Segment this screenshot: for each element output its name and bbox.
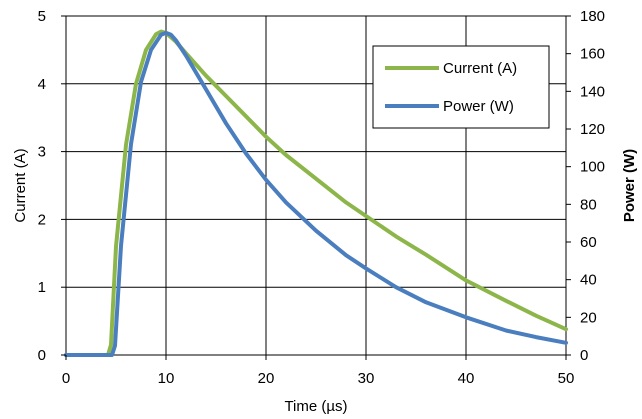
- y2-tick-label: 100: [580, 159, 605, 176]
- plot-area-frame: [65, 15, 567, 356]
- x-axis-title: Time (µs): [284, 398, 347, 415]
- x-tick-label: 40: [458, 370, 475, 387]
- x-tick-label: 30: [358, 370, 375, 387]
- y-tick-label: 3: [38, 144, 46, 161]
- y-axis-title: Current (A): [12, 148, 29, 222]
- series-line-power: [64, 30, 568, 357]
- y-tick-label: 2: [38, 211, 46, 228]
- legend: Current (A) Power (W): [372, 45, 550, 129]
- y2-axis-title: Power (W): [621, 149, 638, 222]
- x-tick-label: 10: [158, 370, 175, 387]
- y-tick-label: 4: [38, 76, 46, 93]
- legend-label-power: Power (W): [443, 98, 514, 115]
- y2-tick-label: 60: [580, 234, 597, 251]
- y2-tick-label: 40: [580, 272, 597, 289]
- legend-box: [372, 45, 550, 129]
- y2-tick-label: 120: [580, 121, 605, 138]
- y-tick-label: 0: [38, 347, 46, 364]
- y2-tick-label: 80: [580, 196, 597, 213]
- y2-tick-label: 160: [580, 46, 605, 63]
- y2-tick-label: 0: [580, 347, 588, 364]
- x-tick-label: 50: [558, 370, 575, 387]
- tick-labels: 0 10 20 30 40 5001234502040608010012014016018…: [38, 8, 605, 387]
- y-tick-label: 1: [38, 279, 46, 296]
- y2-tick-label: 180: [580, 8, 605, 25]
- series-line-current: [64, 29, 568, 357]
- y2-tick-label: 20: [580, 309, 597, 326]
- y-tick-label: 5: [38, 8, 46, 25]
- legend-label-current: Current (A): [443, 60, 517, 77]
- x-tick-label: 0: [62, 370, 70, 387]
- x-tick-label: 20: [258, 370, 275, 387]
- series-layer: [64, 29, 568, 357]
- y2-tick-label: 140: [580, 83, 605, 100]
